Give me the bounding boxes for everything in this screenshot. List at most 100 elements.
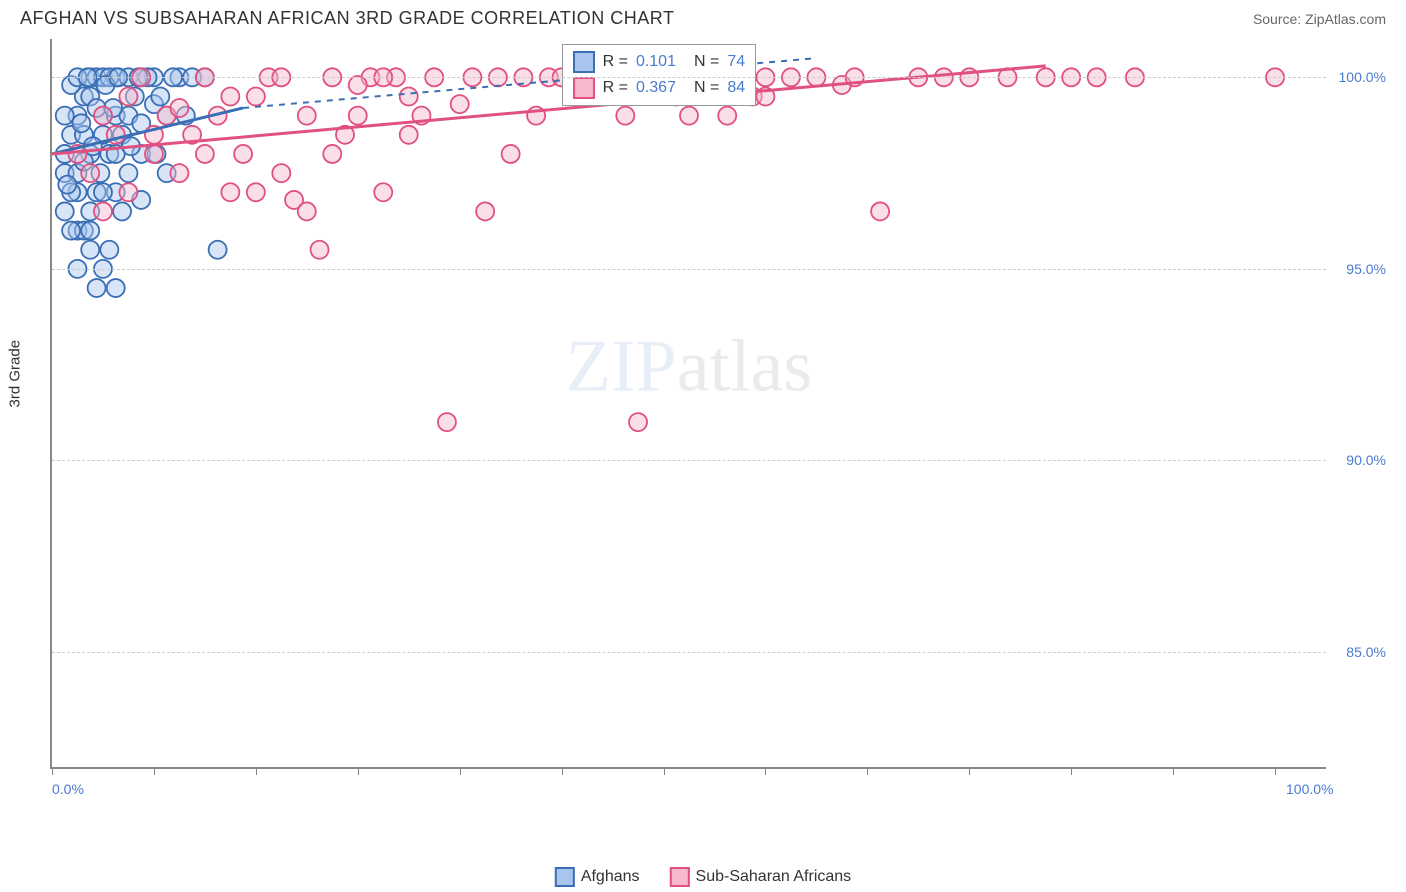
x-tick <box>1275 767 1276 775</box>
chart-header: AFGHAN VS SUBSAHARAN AFRICAN 3RD GRADE C… <box>0 0 1406 29</box>
data-point <box>107 279 125 297</box>
legend-swatch <box>573 51 595 73</box>
data-point <box>680 107 698 125</box>
x-tick-label: 0.0% <box>52 781 84 797</box>
chart-title: AFGHAN VS SUBSAHARAN AFRICAN 3RD GRADE C… <box>20 8 674 29</box>
x-tick <box>460 767 461 775</box>
legend-n-value: 84 <box>727 79 745 97</box>
x-tick <box>256 767 257 775</box>
data-point <box>298 202 316 220</box>
data-point <box>400 126 418 144</box>
data-point <box>196 145 214 163</box>
legend-r-value: 0.101 <box>636 53 676 71</box>
data-point <box>349 76 367 94</box>
data-point <box>871 202 889 220</box>
data-point <box>209 241 227 259</box>
legend-n-label: N = <box>694 79 719 97</box>
y-axis-label: 3rd Grade <box>7 340 24 408</box>
x-tick <box>358 767 359 775</box>
x-tick <box>52 767 53 775</box>
data-point <box>94 107 112 125</box>
data-point <box>349 107 367 125</box>
legend-row: R = 0.367 N = 84 <box>573 75 746 101</box>
data-point <box>81 222 99 240</box>
x-tick <box>867 767 868 775</box>
data-point <box>247 183 265 201</box>
gridline <box>52 460 1326 461</box>
x-tick <box>969 767 970 775</box>
data-point <box>374 183 392 201</box>
data-point <box>88 279 106 297</box>
data-point <box>113 202 131 220</box>
gridline <box>52 652 1326 653</box>
chart-svg <box>52 39 1326 767</box>
data-point <box>221 87 239 105</box>
legend-n-value: 74 <box>727 53 745 71</box>
data-point <box>502 145 520 163</box>
data-point <box>119 87 137 105</box>
source-label: Source: <box>1253 11 1305 27</box>
data-point <box>438 413 456 431</box>
data-point <box>119 164 137 182</box>
legend-swatch <box>670 867 690 887</box>
x-tick <box>562 767 563 775</box>
data-point <box>151 87 169 105</box>
y-tick-label: 90.0% <box>1331 452 1386 468</box>
x-tick <box>154 767 155 775</box>
legend-label: Sub-Saharan Africans <box>696 868 852 885</box>
gridline <box>52 269 1326 270</box>
gridline <box>52 77 1326 78</box>
x-tick-label: 100.0% <box>1286 781 1333 797</box>
data-point <box>81 241 99 259</box>
data-point <box>234 145 252 163</box>
legend-swatch <box>573 77 595 99</box>
data-point <box>119 183 137 201</box>
legend-item: Sub-Saharan Africans <box>670 867 852 887</box>
data-point <box>451 95 469 113</box>
plot-area: ZIPatlas R =0.101N =74R =0.367N =84 85.0… <box>50 39 1326 769</box>
data-point <box>145 145 163 163</box>
legend-n-label: N = <box>694 53 719 71</box>
data-point <box>476 202 494 220</box>
data-point <box>94 202 112 220</box>
data-point <box>170 164 188 182</box>
data-point <box>400 87 418 105</box>
data-point <box>58 176 76 194</box>
data-point <box>323 145 341 163</box>
correlation-legend: R = 0.101 N = 74 R = 0.367 N = 84 <box>562 44 757 106</box>
chart-container: 3rd Grade ZIPatlas R =0.101N =74R =0.367… <box>50 39 1386 799</box>
x-tick <box>1173 767 1174 775</box>
legend-r-value: 0.367 <box>636 79 676 97</box>
data-point <box>56 107 74 125</box>
data-point <box>629 413 647 431</box>
chart-source: Source: ZipAtlas.com <box>1253 11 1386 27</box>
series-legend: Afghans Sub-Saharan Africans <box>555 867 851 887</box>
legend-swatch <box>555 867 575 887</box>
y-tick-label: 95.0% <box>1331 261 1386 277</box>
data-point <box>81 164 99 182</box>
data-point <box>94 183 112 201</box>
x-tick <box>765 767 766 775</box>
legend-r-label: R = <box>603 79 628 97</box>
data-point <box>221 183 239 201</box>
data-point <box>170 99 188 117</box>
legend-row: R = 0.101 N = 74 <box>573 49 746 75</box>
data-point <box>616 107 634 125</box>
data-point <box>718 107 736 125</box>
x-tick <box>1071 767 1072 775</box>
data-point <box>272 164 290 182</box>
legend-label: Afghans <box>581 868 640 885</box>
data-point <box>298 107 316 125</box>
legend-item: Afghans <box>555 867 640 887</box>
legend-r-label: R = <box>603 53 628 71</box>
source-value: ZipAtlas.com <box>1305 11 1386 27</box>
y-tick-label: 85.0% <box>1331 644 1386 660</box>
y-tick-label: 100.0% <box>1331 69 1386 85</box>
data-point <box>72 114 90 132</box>
data-point <box>56 202 74 220</box>
data-point <box>311 241 329 259</box>
data-point <box>62 222 80 240</box>
data-point <box>247 87 265 105</box>
data-point <box>100 241 118 259</box>
x-tick <box>664 767 665 775</box>
